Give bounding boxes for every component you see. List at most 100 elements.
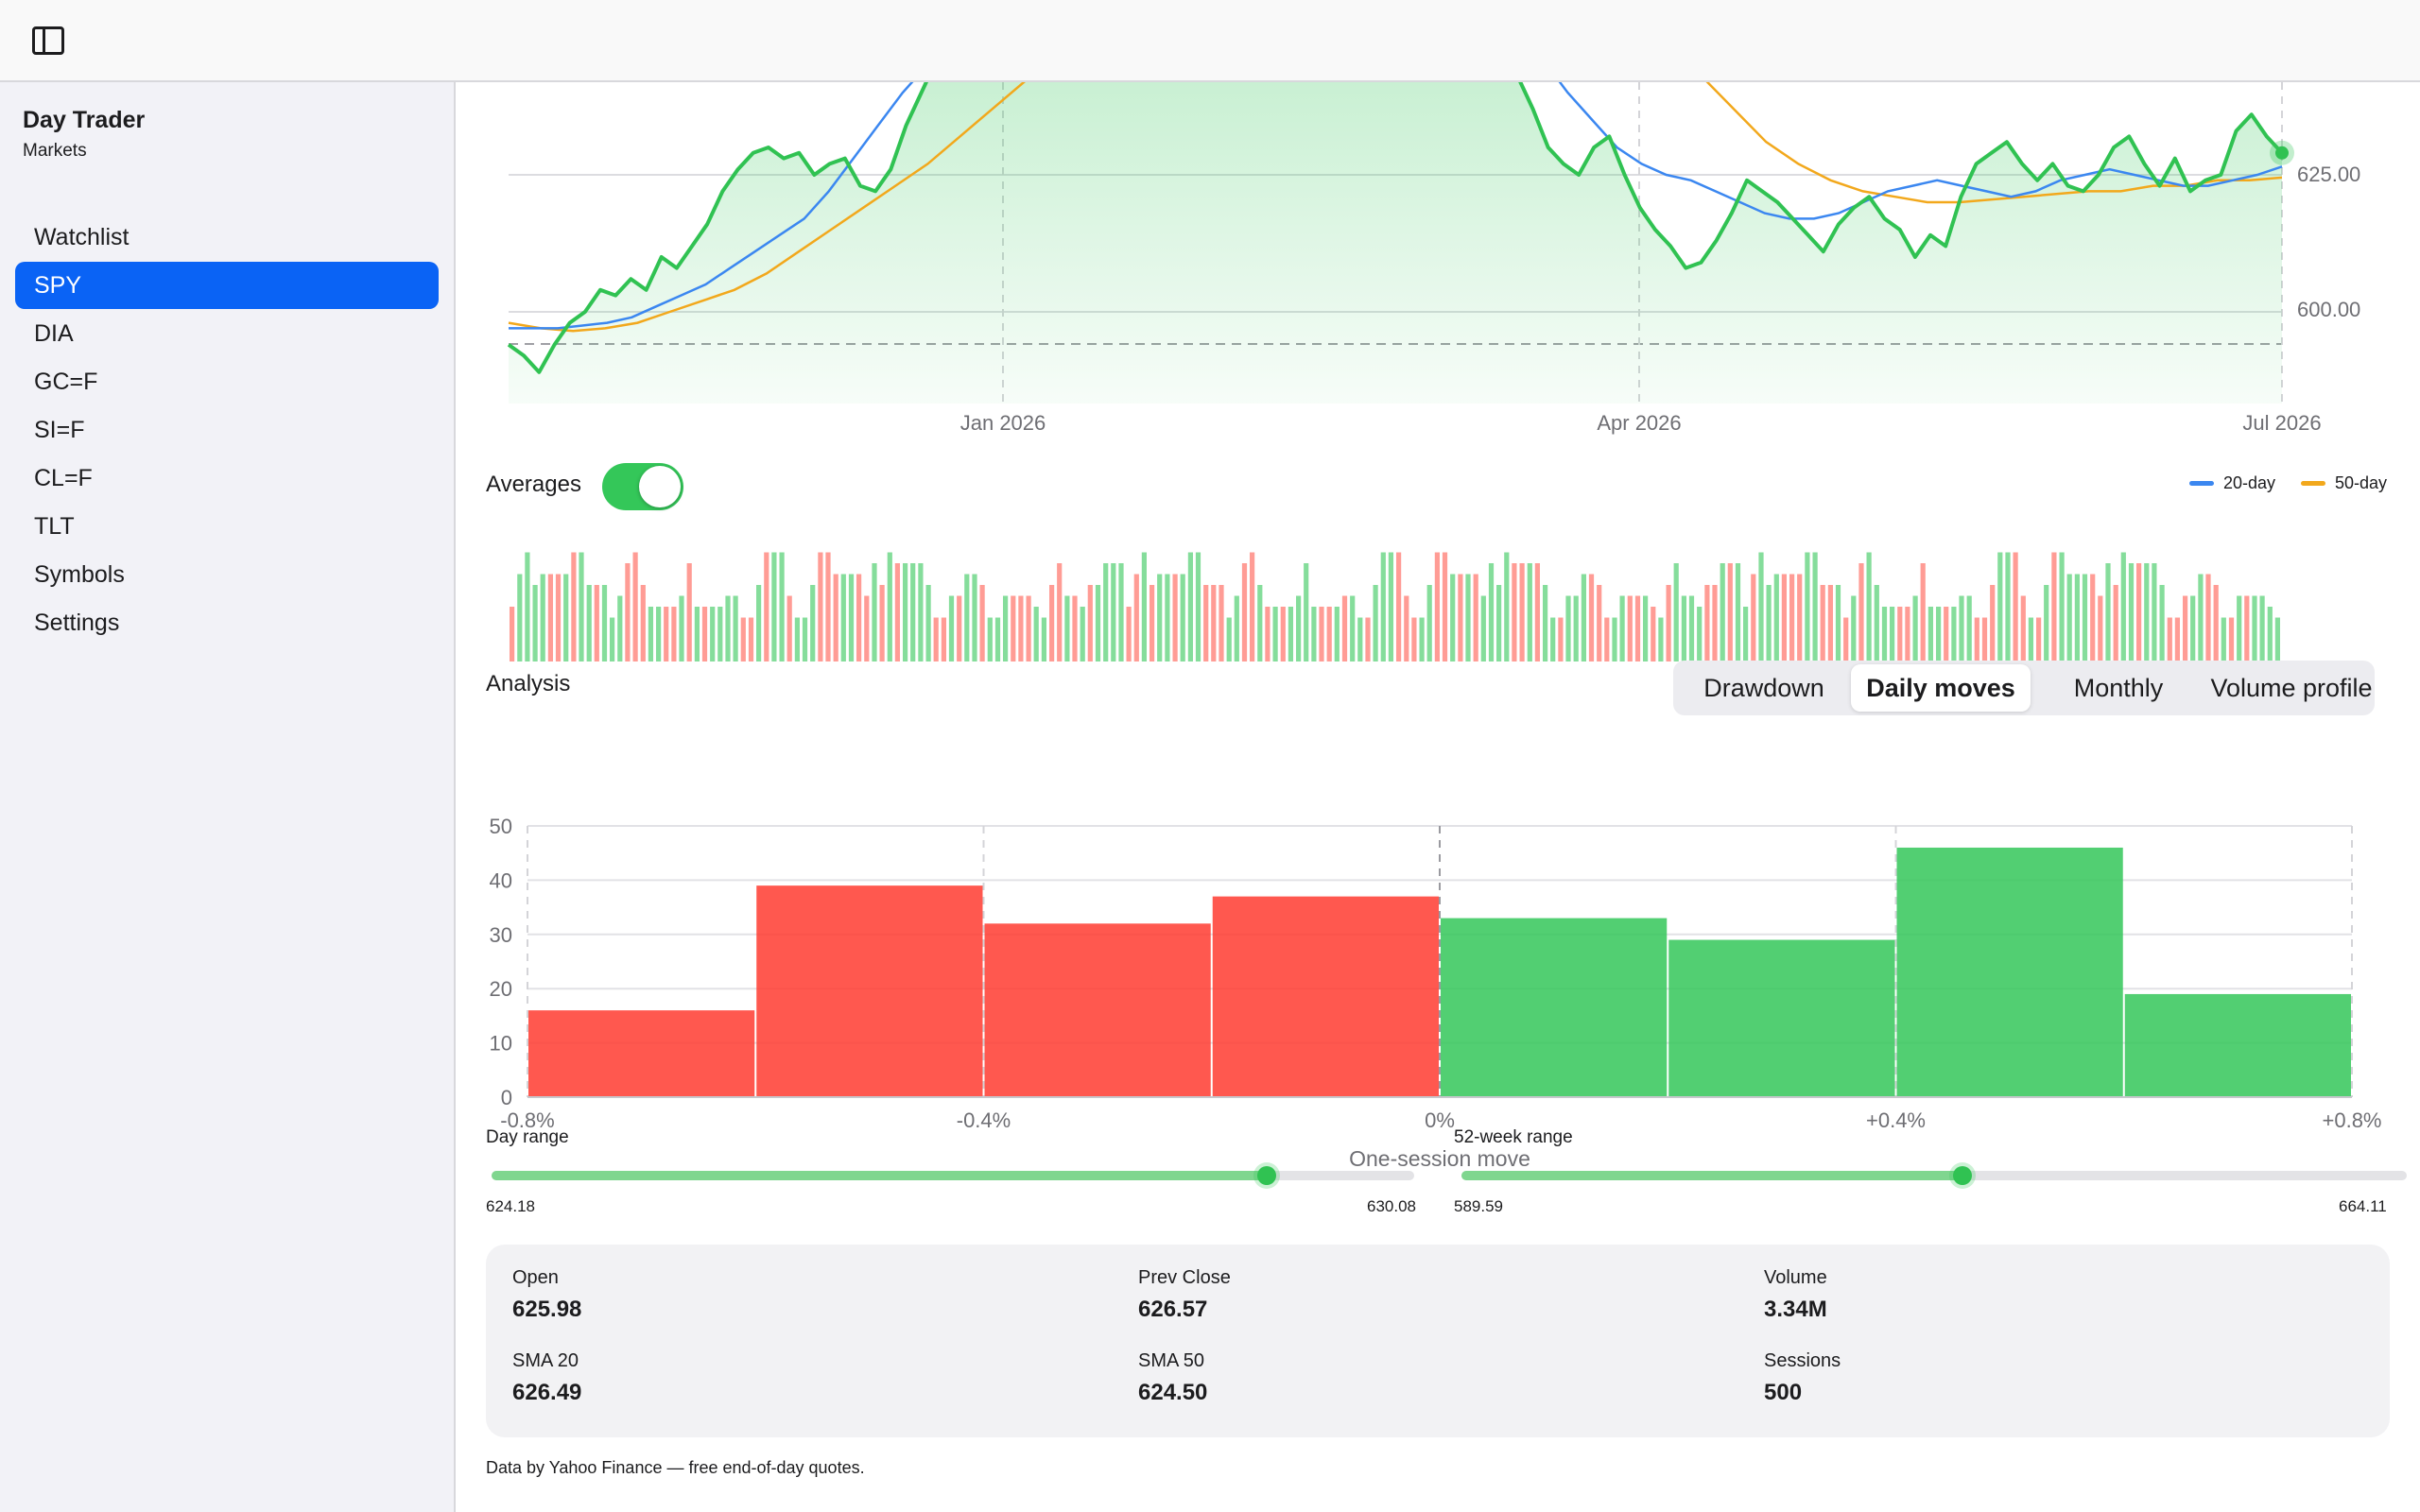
sidebar-item-symbols[interactable]: Symbols [34,561,125,588]
volume-bar-down [1558,617,1564,662]
volume-bar-down [1265,607,1270,662]
sidebar-item-dia[interactable]: DIA [34,320,74,347]
volume-bar-down [632,552,638,662]
volume-bar-up [717,607,723,662]
volume-bar-down [1781,574,1787,662]
day-range-thumb[interactable] [1256,1166,1276,1185]
stat-prev-close-value: 626.57 [1138,1297,1208,1322]
volume-bar-down [2183,595,2188,662]
volume-bar-up [1272,607,1278,662]
sidebar-item-cl-f[interactable]: CL=F [34,465,93,491]
legend-sma20-label: 20-day [2223,473,2276,492]
volume-bar-up [1812,552,1818,662]
volume-bar-up [1095,585,1101,662]
legend-sma50-label: 50-day [2335,473,2388,492]
volume-bar-up [601,585,608,662]
averages-toggle[interactable] [602,463,683,510]
sidebar-toggle-icon[interactable] [32,26,64,55]
volume-bar-up [1426,585,1432,662]
volume-bar-down [671,607,677,662]
volume-bar-up [1033,607,1039,662]
volume-bar-down [740,617,746,662]
volume-bar-up [694,607,700,662]
stat-sma50-value: 624.50 [1138,1380,1208,1405]
sidebar-item-si-f[interactable]: SI=F [34,417,85,443]
week52-range-high: 664.11 [2339,1197,2387,1215]
volume-bar-up [2159,585,2165,662]
day-range-slider[interactable] [492,1166,1414,1185]
volume-bar-up [1743,607,1749,662]
volume-bar-up [2005,552,2011,662]
volume-bar-up [910,563,916,662]
sidebar-item-tlt[interactable]: TLT [34,513,75,540]
x-tick-label: Apr 2026 [1597,411,1681,435]
sidebar-item-settings[interactable]: Settings [34,610,120,636]
sidebar-item-watchlist[interactable]: Watchlist [34,224,130,250]
tab-monthly[interactable]: Monthly [2073,674,2164,702]
volume-bar-down [833,574,838,662]
tab-drawdown[interactable]: Drawdown [1703,674,1824,702]
volume-bar-up [1304,563,1309,662]
volume-bar-down [1280,607,1286,662]
volume-bar-down [686,563,692,662]
histogram-bar-up [1441,918,1668,1097]
volume-bar-up [1936,607,1942,662]
volume-bar-down [1704,585,1710,662]
volume-bar-down [856,574,862,662]
stat-open-value: 625.98 [512,1297,582,1322]
volume-bar-down [1604,617,1610,662]
week52-range-slider[interactable] [1461,1166,2407,1185]
volume-bar-down [1011,595,1016,662]
volume-bar-up [1064,595,1070,662]
volume-bar-down [1858,563,1864,662]
x-tick-label: Jan 2026 [960,411,1046,435]
volume-bar-up [1226,617,1232,662]
volume-bar-down [1049,585,1055,662]
volume-bar-up [1234,595,1239,662]
sidebar-item-gc-f[interactable]: GC=F [34,369,98,395]
volume-bar-up [1118,563,1124,662]
legend-sma50: 50-day [2301,473,2387,493]
volume-bar-up [794,617,800,662]
volume-bar-up [2082,574,2088,662]
volume-bar-down [1651,607,1656,662]
histogram-bar-down [756,885,983,1097]
week52-range-fill [1461,1171,1962,1180]
volume-bar-up [1041,617,1046,662]
volume-bar-down [957,595,962,662]
volume-bar-up [1257,585,1263,662]
volume-bar-up [2144,563,2150,662]
volume-bar-down [2020,595,2026,662]
volume-bar-up [1419,617,1425,662]
tab-daily-moves[interactable]: Daily moves [1851,664,2031,712]
volume-bar-up [2252,595,2257,662]
volume-bar-up [1720,563,1725,662]
volume-bar-up [1103,563,1109,662]
volume-bar-down [701,607,708,662]
volume-bar-down [1072,595,1078,662]
volume-bar-down [1126,607,1132,662]
x-tick-label: -0.8% [500,1108,554,1132]
histogram-bar-down [528,1010,755,1097]
volume-bar-up [964,574,970,662]
week52-range-thumb[interactable] [1953,1166,1972,1185]
volume-bar-up [1835,585,1841,662]
price-line [507,82,2284,374]
stat-open-label: Open [512,1267,559,1288]
volume-bar-up [2028,617,2033,662]
volume-bar-up [2105,563,2111,662]
sidebar-item-spy[interactable]: SPY [15,262,439,309]
volume-bar-up [1180,574,1185,662]
volume-bar-up [563,574,569,662]
volume-bar-up [918,563,924,662]
volume-bar-up [2221,617,2226,662]
volume-bar-up [1565,595,1571,662]
day-range-low: 624.18 [486,1197,535,1215]
volume-bar-up [1141,552,1147,662]
volume-bar-up [2128,563,2135,662]
data-attribution: Data by Yahoo Finance — free end-of-day … [486,1458,865,1477]
volume-bar-up [994,617,1001,662]
tab-volume-profile[interactable]: Volume profile [2210,674,2373,702]
y-tick-label: 10 [490,1032,512,1056]
volume-bar-up [656,607,662,662]
